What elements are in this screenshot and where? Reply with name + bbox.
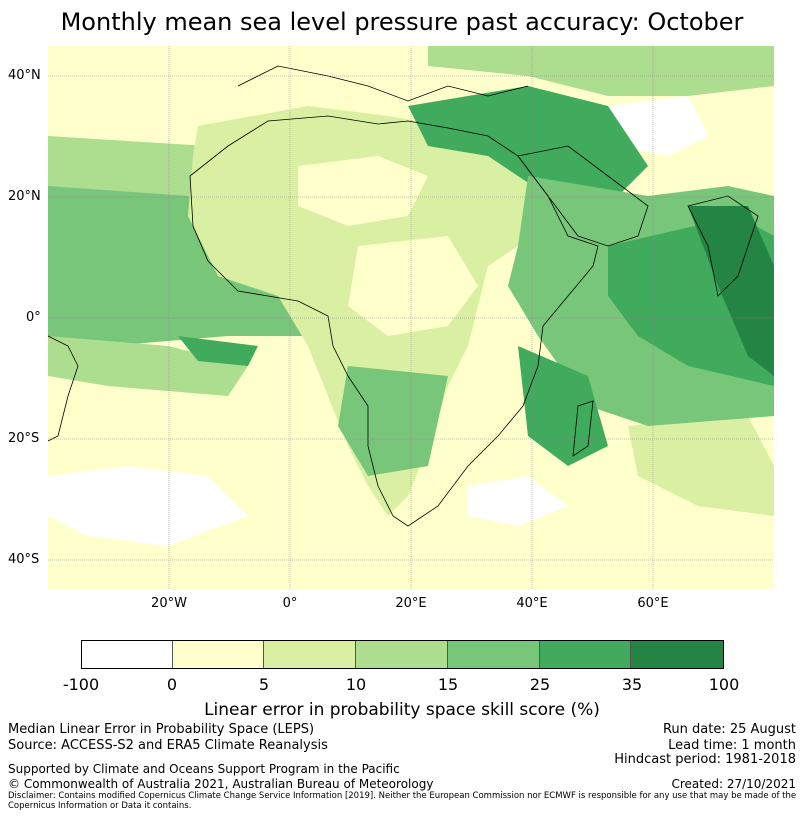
region-gulf (178, 336, 258, 366)
footer-disclaimer: Disclaimer: Contains modified Copernicus… (8, 791, 797, 811)
colorbar-label: Linear error in probability space skill … (204, 700, 600, 720)
footer-run-date: Run date: 25 August (662, 722, 796, 737)
colorbar-tick: 100 (708, 675, 740, 694)
india-coastline (687, 195, 759, 297)
region-indian-south (628, 416, 774, 516)
region-south-atlantic-white (48, 466, 248, 546)
footer-copyright: © Commonwealth of Australia 2021, Austra… (8, 777, 434, 791)
footer-support: Supported by Climate and Oceans Support … (8, 762, 400, 776)
colorbar-tick: 5 (258, 675, 270, 694)
colorbar-segment (82, 641, 173, 668)
colorbar-segment (447, 641, 540, 668)
lon-label-0: 0° (282, 596, 298, 611)
footer-lead-time: Lead time: 1 month (668, 738, 796, 753)
footer-source: Source: ACCESS-S2 and ERA5 Climate Reana… (8, 738, 328, 753)
lat-label-0: 0° (26, 310, 41, 325)
europe-coastline (237, 65, 529, 102)
footer-created: Created: 27/10/2021 (671, 777, 796, 791)
lon-label-60e: 60°E (637, 596, 669, 611)
colorbar-segment (172, 641, 265, 668)
skill-map (48, 46, 774, 590)
lon-label-20e: 20°E (395, 596, 427, 611)
lat-label-20s: 20°S (8, 431, 40, 446)
footer-hindcast: Hindcast period: 1981-2018 (614, 752, 796, 767)
africa-coastline (189, 115, 599, 527)
lat-label-40s: 40°S (8, 552, 40, 567)
graticule (48, 46, 774, 590)
region-middle-east (408, 86, 648, 206)
colorbar-segment (539, 641, 632, 668)
lat-label-20n: 20°N (8, 189, 41, 204)
region-india (688, 206, 774, 376)
region-europe (428, 46, 774, 96)
region-south-indian-white (468, 476, 568, 526)
lon-label-20w: 20°W (151, 596, 187, 611)
south-america-coastline (48, 335, 79, 442)
region-atlantic-tropical (48, 186, 328, 346)
madagascar-coastline (572, 400, 594, 457)
region-sahara-pale (298, 156, 428, 226)
colorbar-segment (264, 641, 357, 668)
footer-method: Median Linear Error in Probability Space… (8, 722, 315, 737)
colorbar-segment (631, 641, 724, 668)
lon-label-40e: 40°E (516, 596, 548, 611)
region-atlantic-south (48, 336, 248, 396)
colorbar-tick: 25 (529, 675, 551, 694)
colorbar (81, 640, 724, 669)
colorbar-segment (356, 641, 448, 668)
colorbar-tick: 35 (621, 675, 643, 694)
lat-label-40n: 40°N (8, 68, 41, 83)
colorbar-tick: 10 (345, 675, 367, 694)
colorbar-tick: 0 (166, 675, 178, 694)
region-asia-white (608, 96, 708, 156)
chart-title: Monthly mean sea level pressure past acc… (60, 8, 744, 36)
colorbar-tick: -100 (62, 675, 100, 694)
region-madagascar-sea (518, 346, 608, 466)
arabia-coastline (517, 145, 649, 247)
map-area (48, 46, 774, 590)
colorbar-tick: 15 (437, 675, 459, 694)
region-southern-africa (338, 366, 448, 476)
region-central-africa-pale (348, 236, 478, 336)
